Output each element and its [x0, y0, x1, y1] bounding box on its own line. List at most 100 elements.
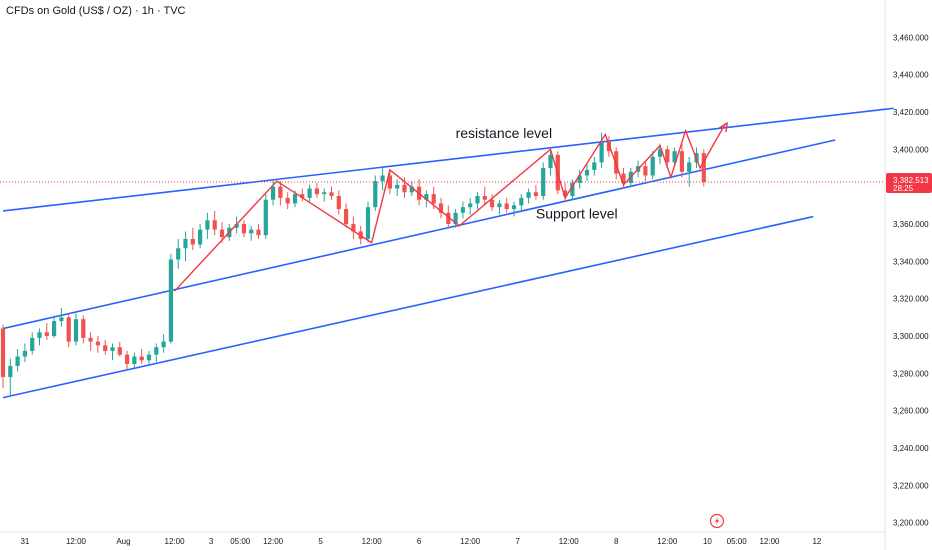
annotation-label: resistance level — [456, 125, 552, 141]
trend-line-support — [2, 139, 836, 330]
candle — [584, 164, 590, 182]
candle — [570, 179, 575, 200]
candle — [285, 192, 290, 210]
time-tick-label: 12:00 — [263, 537, 284, 546]
trend-line-resistance — [2, 107, 894, 212]
candle-body — [650, 156, 655, 176]
price-tick-label: 3,220.000 — [893, 481, 929, 490]
candle-body — [125, 354, 130, 364]
candle-body — [278, 186, 283, 198]
candle — [278, 181, 283, 206]
candle — [329, 186, 334, 200]
zigzag-path — [173, 122, 727, 292]
candle-body — [117, 347, 122, 355]
candle — [511, 201, 517, 217]
candle — [0, 324, 6, 389]
plot-area — [0, 0, 886, 550]
candle — [395, 179, 400, 196]
candle — [132, 352, 137, 368]
time-tick-label: 12:00 — [66, 537, 87, 546]
time-tick-label: 5 — [318, 537, 323, 546]
candle — [205, 212, 210, 239]
price-tick-label: 3,320.000 — [893, 295, 929, 304]
candle — [271, 179, 276, 206]
candle-body — [329, 192, 334, 196]
candle — [146, 350, 152, 366]
candle-body — [66, 317, 71, 342]
candle — [409, 181, 414, 196]
candle — [256, 224, 261, 239]
candle — [665, 145, 670, 168]
price-tick-label: 3,300.000 — [893, 332, 929, 341]
candle — [263, 194, 268, 239]
candle-body — [103, 345, 108, 351]
time-tick-label: 12:00 — [759, 537, 780, 546]
candle-body — [168, 259, 173, 342]
flash-icon-ring — [709, 513, 725, 529]
candle-body — [176, 248, 181, 260]
candle-body — [584, 169, 590, 176]
candle-body — [314, 188, 319, 195]
candle — [183, 231, 188, 262]
zigzag-projection — [173, 121, 729, 292]
price-tick-label: 3,280.000 — [893, 369, 929, 378]
flash-icon[interactable] — [709, 513, 725, 529]
candle-body — [219, 229, 225, 238]
candle — [73, 313, 79, 346]
time-tick-label: 12 — [812, 537, 821, 546]
time-tick-label: 12:00 — [362, 537, 383, 546]
bar-countdown: 28:25 — [893, 184, 914, 193]
price-axis[interactable]: 3,460.000 3,440.000 3,420.000 3,400.000 3,38… — [893, 33, 929, 527]
candle-body — [44, 332, 49, 336]
candle-body — [446, 212, 451, 224]
candle-body — [52, 321, 57, 336]
candle-body — [687, 162, 692, 172]
candle — [643, 162, 648, 182]
candle — [504, 197, 509, 213]
candle — [66, 313, 71, 348]
candle-body — [15, 356, 20, 366]
time-tick-label: 8 — [614, 537, 619, 546]
time-tick-label: 12:00 — [559, 537, 580, 546]
candle-body — [679, 151, 684, 172]
candle-body — [344, 209, 349, 224]
candle-body — [643, 166, 648, 176]
candle-body — [322, 192, 327, 195]
candle-body — [672, 151, 677, 163]
candle-body — [81, 319, 86, 338]
candle — [351, 216, 356, 239]
candle — [125, 350, 130, 370]
candle — [482, 186, 487, 206]
candle — [241, 220, 246, 238]
candle — [336, 190, 341, 215]
candle-body — [95, 341, 100, 346]
candle — [88, 332, 93, 351]
candle-body — [110, 347, 115, 351]
time-tick-label: 12:00 — [460, 537, 481, 546]
candle — [95, 336, 100, 353]
candle — [37, 328, 42, 346]
price-tick-label: 3,200.000 — [893, 519, 929, 528]
candle — [314, 182, 319, 198]
candle-body — [300, 194, 305, 198]
trend-lines — [2, 107, 894, 399]
candle — [453, 209, 458, 228]
zigzag-arrowhead — [719, 121, 729, 133]
candle-body — [59, 317, 64, 322]
candle-body — [409, 186, 414, 193]
candle-body — [548, 154, 553, 168]
candle — [541, 162, 546, 200]
candle-body — [139, 356, 144, 361]
candle-body — [475, 196, 480, 204]
candle-body — [285, 197, 290, 204]
candle — [300, 188, 305, 202]
time-axis[interactable]: 31 12:00 Aug 12:00 3 05:00 12:00 5 12:00 6 12:00 7 1… — [20, 537, 821, 546]
candle-body — [380, 175, 385, 182]
candle — [30, 332, 35, 355]
candle-body — [292, 194, 298, 204]
time-tick-label: 05:00 — [230, 537, 251, 546]
candle-body — [373, 181, 378, 208]
candle-body — [526, 192, 531, 198]
candle — [438, 197, 444, 219]
